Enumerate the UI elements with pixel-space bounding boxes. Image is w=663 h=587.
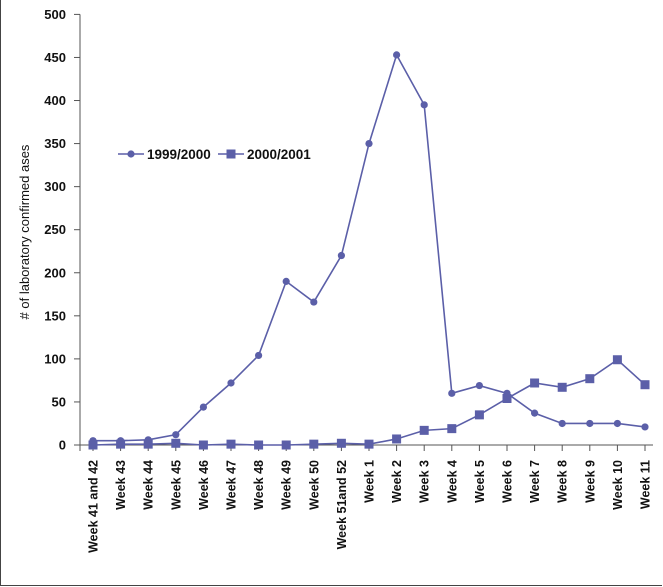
x-tick-label: Week 47 (225, 460, 239, 510)
y-tick-label: 400 (44, 93, 66, 108)
data-point (531, 409, 539, 417)
x-tick-label: Week 48 (252, 460, 266, 510)
x-tick-label: Week 9 (583, 460, 597, 503)
data-point (420, 101, 428, 109)
data-point (502, 393, 512, 403)
data-point (198, 440, 208, 450)
data-point (143, 439, 153, 449)
data-point (557, 382, 567, 392)
series-2 (88, 355, 650, 450)
x-tick-label: Week 6 (501, 460, 515, 503)
data-point (447, 424, 457, 434)
data-point (336, 438, 346, 448)
data-point (474, 410, 484, 420)
y-tick-label: 500 (44, 7, 66, 22)
y-tick-label: 350 (44, 136, 66, 151)
legend: 1999/2000 2000/2001 (118, 147, 311, 162)
legend-marker (127, 150, 135, 158)
data-point (586, 419, 594, 428)
data-point (558, 419, 566, 428)
data-point (116, 439, 126, 449)
y-tick-label: 250 (44, 222, 66, 237)
data-point (171, 438, 181, 448)
data-point (337, 251, 345, 260)
data-point (199, 403, 207, 411)
data-point (310, 298, 318, 306)
y-tick-label: 450 (44, 50, 66, 65)
x-tick-label: Week 11 (639, 460, 653, 509)
data-point (393, 51, 401, 59)
data-point (612, 355, 622, 365)
x-tick-label: Week 51and 52 (335, 460, 349, 549)
x-tick-label: Week 4 (445, 460, 459, 503)
data-point (448, 389, 456, 397)
legend-label: 2000/2001 (247, 147, 311, 162)
data-point (88, 440, 98, 450)
x-tick-label: Week 5 (473, 460, 487, 503)
data-point (255, 351, 263, 360)
y-axis-label: # of laboratory confirmed ases (17, 144, 32, 319)
x-tick-label: Week 45 (169, 460, 183, 510)
data-point (309, 439, 319, 449)
x-tick-label: Week 2 (390, 460, 404, 503)
data-point (585, 374, 595, 384)
legend-label: 1999/2000 (147, 147, 211, 162)
y-tick-label: 300 (44, 179, 66, 194)
data-point (530, 378, 540, 388)
y-tick-label: 100 (44, 351, 66, 366)
data-point (365, 139, 373, 148)
x-tick-label: Week 7 (528, 460, 542, 503)
data-point (226, 439, 236, 449)
x-tick-label: Week 50 (307, 460, 321, 510)
legend-marker (226, 149, 236, 159)
data-point (364, 439, 374, 449)
data-point (227, 379, 235, 387)
y-tick-label: 200 (44, 265, 66, 280)
data-point (392, 434, 402, 444)
data-point (640, 380, 650, 390)
x-tick-label: Week 8 (556, 460, 570, 503)
y-tick-label: 150 (44, 308, 66, 323)
data-point (419, 425, 429, 435)
x-tick-label: Week 43 (114, 460, 128, 510)
data-point (613, 419, 622, 428)
y-tick-label: 50 (52, 394, 66, 409)
y-axis-ticks: 0 50 100 150 200 250 300 350 400 450 500 (44, 7, 80, 453)
series-group (88, 51, 650, 450)
data-point (282, 277, 290, 285)
axes (74, 14, 653, 451)
x-tick-label: Week 46 (197, 460, 211, 510)
x-tick-label: Week 41 and 42 (87, 460, 101, 553)
x-tick-label: Week 1 (363, 460, 377, 503)
x-axis-ticks: Week 41 and 42 Week 43 Week 44 Week 45 Week … (87, 445, 653, 553)
y-tick-label: 0 (59, 438, 66, 453)
x-tick-label: Week 49 (280, 460, 294, 510)
x-tick-label: Week 44 (142, 460, 156, 510)
data-point (281, 440, 291, 450)
data-point (475, 381, 483, 390)
x-tick-label: Week 3 (418, 460, 432, 503)
data-point (254, 440, 264, 450)
x-tick-label: Week 10 (611, 460, 625, 510)
data-point (172, 431, 180, 439)
data-point (641, 423, 649, 431)
